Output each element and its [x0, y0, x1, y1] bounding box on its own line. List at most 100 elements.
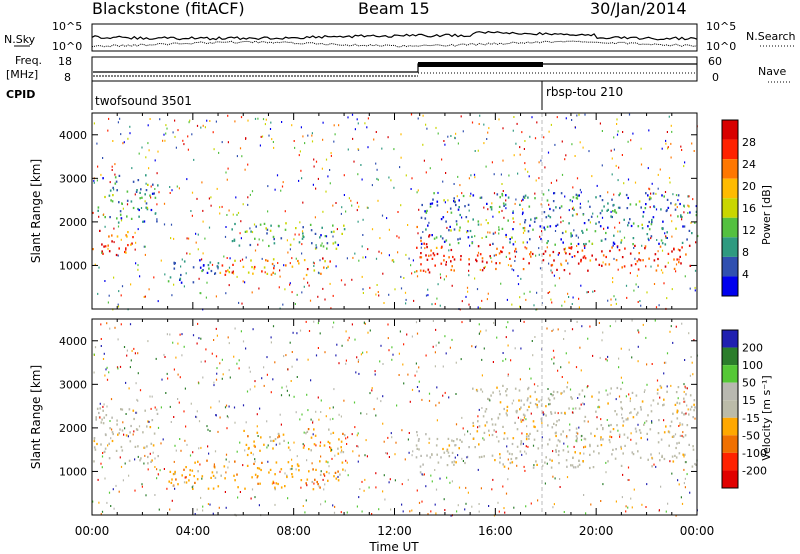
- echo-cell: [649, 196, 651, 199]
- echo-cell: [266, 373, 268, 376]
- echo-cell: [439, 477, 441, 480]
- echo-cell: [163, 353, 165, 356]
- echo-cell: [470, 192, 472, 195]
- colorbar-tick-label: 15: [742, 394, 756, 407]
- echo-cell: [522, 257, 525, 260]
- echo-cell: [93, 181, 95, 184]
- echo-cell: [691, 465, 694, 468]
- echo-cell: [174, 487, 176, 490]
- echo-cell: [272, 271, 274, 274]
- echo-cell: [401, 429, 403, 432]
- echo-cell: [435, 126, 437, 129]
- echo-cell: [536, 403, 538, 407]
- colorbar-swatch: [722, 347, 738, 366]
- echo-cell: [289, 248, 291, 251]
- echo-cell: [618, 395, 621, 398]
- echo-cell: [601, 264, 603, 267]
- echo-cell: [610, 423, 612, 427]
- echo-cell: [107, 244, 109, 247]
- echo-cell: [619, 192, 621, 195]
- echo-cell: [329, 418, 331, 421]
- echo-cell: [689, 211, 691, 214]
- echo-cell: [584, 415, 587, 418]
- echo-cell: [487, 131, 489, 134]
- echo-cell: [246, 230, 248, 233]
- echo-cell: [534, 425, 536, 429]
- echo-cell: [93, 438, 95, 441]
- echo-cell: [640, 408, 642, 411]
- echo-cell: [579, 141, 581, 144]
- echo-cell: [141, 485, 143, 488]
- echo-cell: [565, 259, 567, 262]
- echo-cell: [598, 221, 600, 224]
- echo-cell: [450, 248, 453, 252]
- echo-cell: [273, 238, 275, 241]
- echo-cell: [609, 392, 611, 395]
- echo-cell: [126, 354, 128, 357]
- echo-cell: [207, 503, 209, 505]
- echo-cell: [250, 497, 252, 500]
- echo-cell: [650, 404, 652, 407]
- echo-cell: [148, 288, 150, 291]
- echo-cell: [554, 411, 556, 414]
- echo-cell: [607, 355, 609, 358]
- echo-cell: [551, 426, 554, 429]
- echo-cell: [302, 443, 304, 446]
- echo-cell: [389, 478, 391, 481]
- echo-cell: [453, 183, 455, 185]
- echo-cell: [212, 512, 214, 515]
- echo-cell: [478, 503, 480, 505]
- echo-cell: [265, 118, 267, 121]
- echo-cell: [605, 255, 607, 259]
- echo-cell: [611, 198, 613, 201]
- echo-cell: [132, 409, 135, 412]
- echo-cell: [332, 242, 335, 245]
- echo-cell: [103, 213, 105, 216]
- echo-cell: [610, 149, 612, 152]
- echo-cell: [316, 480, 318, 484]
- echo-cell: [573, 208, 575, 211]
- echo-cell: [309, 299, 312, 302]
- echo-cell: [644, 245, 647, 248]
- echo-cell: [191, 214, 193, 217]
- echo-cell: [267, 210, 269, 213]
- echo-cell: [496, 193, 499, 196]
- echo-cell: [430, 249, 432, 252]
- echo-cell: [308, 284, 310, 287]
- echo-cell: [679, 202, 681, 206]
- echo-cell: [684, 386, 687, 389]
- echo-cell: [199, 266, 202, 269]
- echo-cell: [357, 359, 360, 361]
- echo-cell: [628, 479, 630, 481]
- echo-cell: [138, 425, 141, 428]
- echo-cell: [487, 397, 489, 400]
- echo-cell: [431, 234, 433, 237]
- echo-cell: [247, 196, 249, 199]
- echo-cell: [548, 262, 550, 265]
- echo-cell: [462, 194, 465, 198]
- echo-cell: [409, 400, 411, 403]
- echo-cell: [227, 141, 229, 144]
- echo-cell: [551, 459, 553, 462]
- echo-cell: [483, 123, 485, 126]
- echo-cell: [382, 363, 384, 365]
- echo-cell: [589, 205, 591, 208]
- echo-cell: [122, 207, 124, 210]
- echo-cell: [578, 113, 580, 116]
- echo-cell: [117, 221, 120, 224]
- echo-cell: [345, 210, 347, 213]
- echo-cell: [224, 235, 227, 238]
- echo-cell: [448, 396, 450, 399]
- echo-cell: [125, 248, 127, 251]
- echo-cell: [423, 473, 425, 476]
- echo-cell: [529, 135, 531, 138]
- echo-cell: [594, 290, 596, 292]
- echo-cell: [534, 403, 537, 406]
- echo-cell: [296, 376, 298, 378]
- echo-cell: [632, 453, 635, 456]
- echo-cell: [615, 398, 617, 401]
- echo-cell: [431, 257, 434, 260]
- echo-cell: [566, 386, 568, 389]
- echo-cell: [114, 173, 116, 176]
- echo-cell: [306, 484, 308, 487]
